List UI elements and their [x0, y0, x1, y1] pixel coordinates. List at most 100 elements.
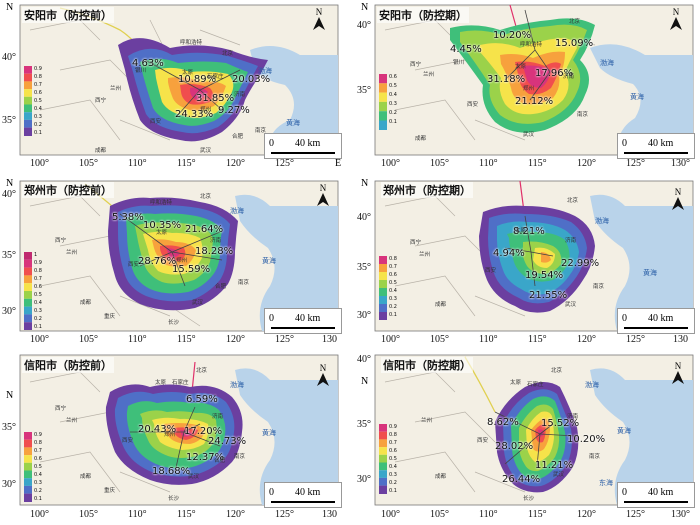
scale-zero-label: 0 — [622, 487, 627, 498]
city-label: 合肥 — [214, 458, 226, 464]
panel-title: 安阳市（防控前） — [22, 7, 114, 23]
axis-n-label: N — [6, 178, 14, 189]
y-tick: 35° — [357, 262, 371, 273]
legend-label: 0.8 — [34, 268, 42, 274]
city-label: 北京 — [569, 19, 581, 25]
map-panel-xinyang-before: 信阳市（防控前） N 35° 30° 100° 105° 110° 115° 1… — [0, 352, 345, 522]
axis-n-label: N — [361, 376, 369, 387]
y-tick: 35° — [357, 419, 371, 430]
city-label: 太原 — [510, 380, 522, 386]
sea-label: 渤海 — [585, 381, 599, 389]
city-label: 长沙 — [523, 496, 535, 502]
sea-label: 东海 — [599, 479, 613, 487]
x-tick: 115° — [528, 334, 547, 345]
scale-bar-line — [271, 501, 335, 503]
density-legend: 0.9 0.8 0.7 0.6 0.5 0.4 0.3 0.2 0.1 — [24, 66, 50, 136]
legend-label: 0.4 — [389, 92, 397, 98]
map-panel-zhengzhou-before: 郑州市（防控前） N 40° 35° 30° 100° 105° 110° 11… — [0, 176, 345, 346]
sea-label: 黄海 — [262, 257, 276, 265]
legend-label: 0.2 — [34, 488, 42, 494]
city-label: 石家庄 — [527, 382, 544, 388]
pct-label: 24.73% — [208, 436, 247, 447]
x-tick: 130 — [322, 334, 337, 345]
pct-label: 21.12% — [515, 96, 554, 107]
scale-bar: 0 40 km — [264, 308, 342, 334]
scale-zero-label: 0 — [269, 138, 274, 149]
city-label: 银川 — [453, 60, 465, 66]
legend-label: 0.6 — [389, 448, 397, 454]
legend-label: 0.6 — [34, 456, 42, 462]
x-tick: 105° — [430, 158, 449, 169]
x-tick: 105° — [79, 509, 98, 520]
pct-label: 28.02% — [495, 441, 534, 452]
map-panel-anyang-during: 安阳市（防控期） N 40° 35° 100° 105° 110° 115° 1… — [355, 0, 700, 170]
scale-km-label: 40 km — [648, 313, 674, 324]
density-legend: 0.8 0.7 0.6 0.5 0.4 0.3 0.2 0.1 — [379, 256, 405, 326]
city-label: 南京 — [238, 280, 250, 286]
pct-label: 8.62% — [487, 417, 519, 428]
city-label: 成都 — [80, 300, 92, 306]
legend-label: 0.4 — [34, 106, 42, 112]
legend-label: 0.5 — [34, 98, 42, 104]
legend-label: 0.6 — [389, 74, 397, 80]
legend-label: 0.7 — [34, 276, 42, 282]
city-label: 南京 — [255, 128, 267, 134]
panel-title: 郑州市（防控前） — [22, 182, 114, 198]
pct-label: 21.64% — [185, 224, 224, 235]
north-arrow-icon: N — [317, 183, 329, 206]
city-label: 长沙 — [168, 320, 180, 326]
pct-label: 9.27% — [218, 105, 250, 116]
city-label: 西宁 — [55, 406, 67, 412]
city-label: 武汉 — [523, 132, 535, 138]
x-tick: 105° — [79, 334, 98, 345]
scale-bar-line — [624, 327, 688, 329]
pct-label: 15.09% — [555, 38, 594, 49]
scale-bar-line — [271, 327, 335, 329]
y-tick: 40° — [2, 189, 16, 200]
sea-label: 黄海 — [262, 429, 276, 437]
axis-e-label: E — [335, 158, 342, 169]
x-tick: 105° — [430, 334, 449, 345]
north-arrow-icon: N — [670, 7, 682, 30]
city-label: 西安 — [150, 119, 162, 125]
x-tick: 100° — [381, 158, 400, 169]
legend-label: 0.4 — [389, 464, 397, 470]
svg-text:N: N — [320, 363, 327, 373]
city-label: 兰州 — [110, 86, 122, 92]
scale-bar: 0 40 km — [264, 482, 342, 508]
pct-label: 19.54% — [525, 270, 564, 281]
scale-zero-label: 0 — [622, 138, 627, 149]
city-label: 北京 — [222, 51, 234, 57]
scale-km-label: 40 km — [295, 313, 321, 324]
city-label: 南京 — [234, 454, 246, 460]
sea-label: 渤海 — [595, 217, 609, 225]
legend-color-ramp — [24, 66, 32, 136]
legend-label: 0.6 — [389, 272, 397, 278]
legend-label: 0.1 — [34, 496, 42, 502]
scale-bar-line — [624, 152, 688, 154]
scale-bar: 0 40 km — [264, 133, 342, 159]
x-tick: 105° — [430, 509, 449, 520]
scale-bar: 0 40 km — [617, 133, 695, 159]
scale-zero-label: 0 — [269, 487, 274, 498]
x-tick: 115° — [177, 509, 196, 520]
city-label: 成都 — [80, 474, 92, 480]
north-arrow-icon: N — [313, 7, 325, 30]
panel-title: 信阳市（防控期） — [381, 357, 473, 373]
sea-label: 渤海 — [258, 67, 272, 75]
city-label: 太原 — [515, 228, 527, 234]
legend-label: 0.5 — [389, 280, 397, 286]
legend-label: 0.7 — [34, 82, 42, 88]
scale-zero-label: 0 — [622, 313, 627, 324]
pct-label: 31.85% — [196, 93, 235, 104]
x-tick: 115° — [177, 158, 196, 169]
city-label: 武汉 — [200, 148, 212, 154]
svg-text:N: N — [320, 183, 327, 193]
legend-label: 0.1 — [389, 488, 397, 494]
x-tick: 120° — [226, 334, 245, 345]
pct-label: 15.59% — [172, 264, 211, 275]
x-tick: 125° — [626, 334, 645, 345]
pct-label: 18.68% — [152, 466, 191, 477]
legend-label: 0.2 — [34, 122, 42, 128]
city-label: 西安 — [122, 438, 134, 444]
